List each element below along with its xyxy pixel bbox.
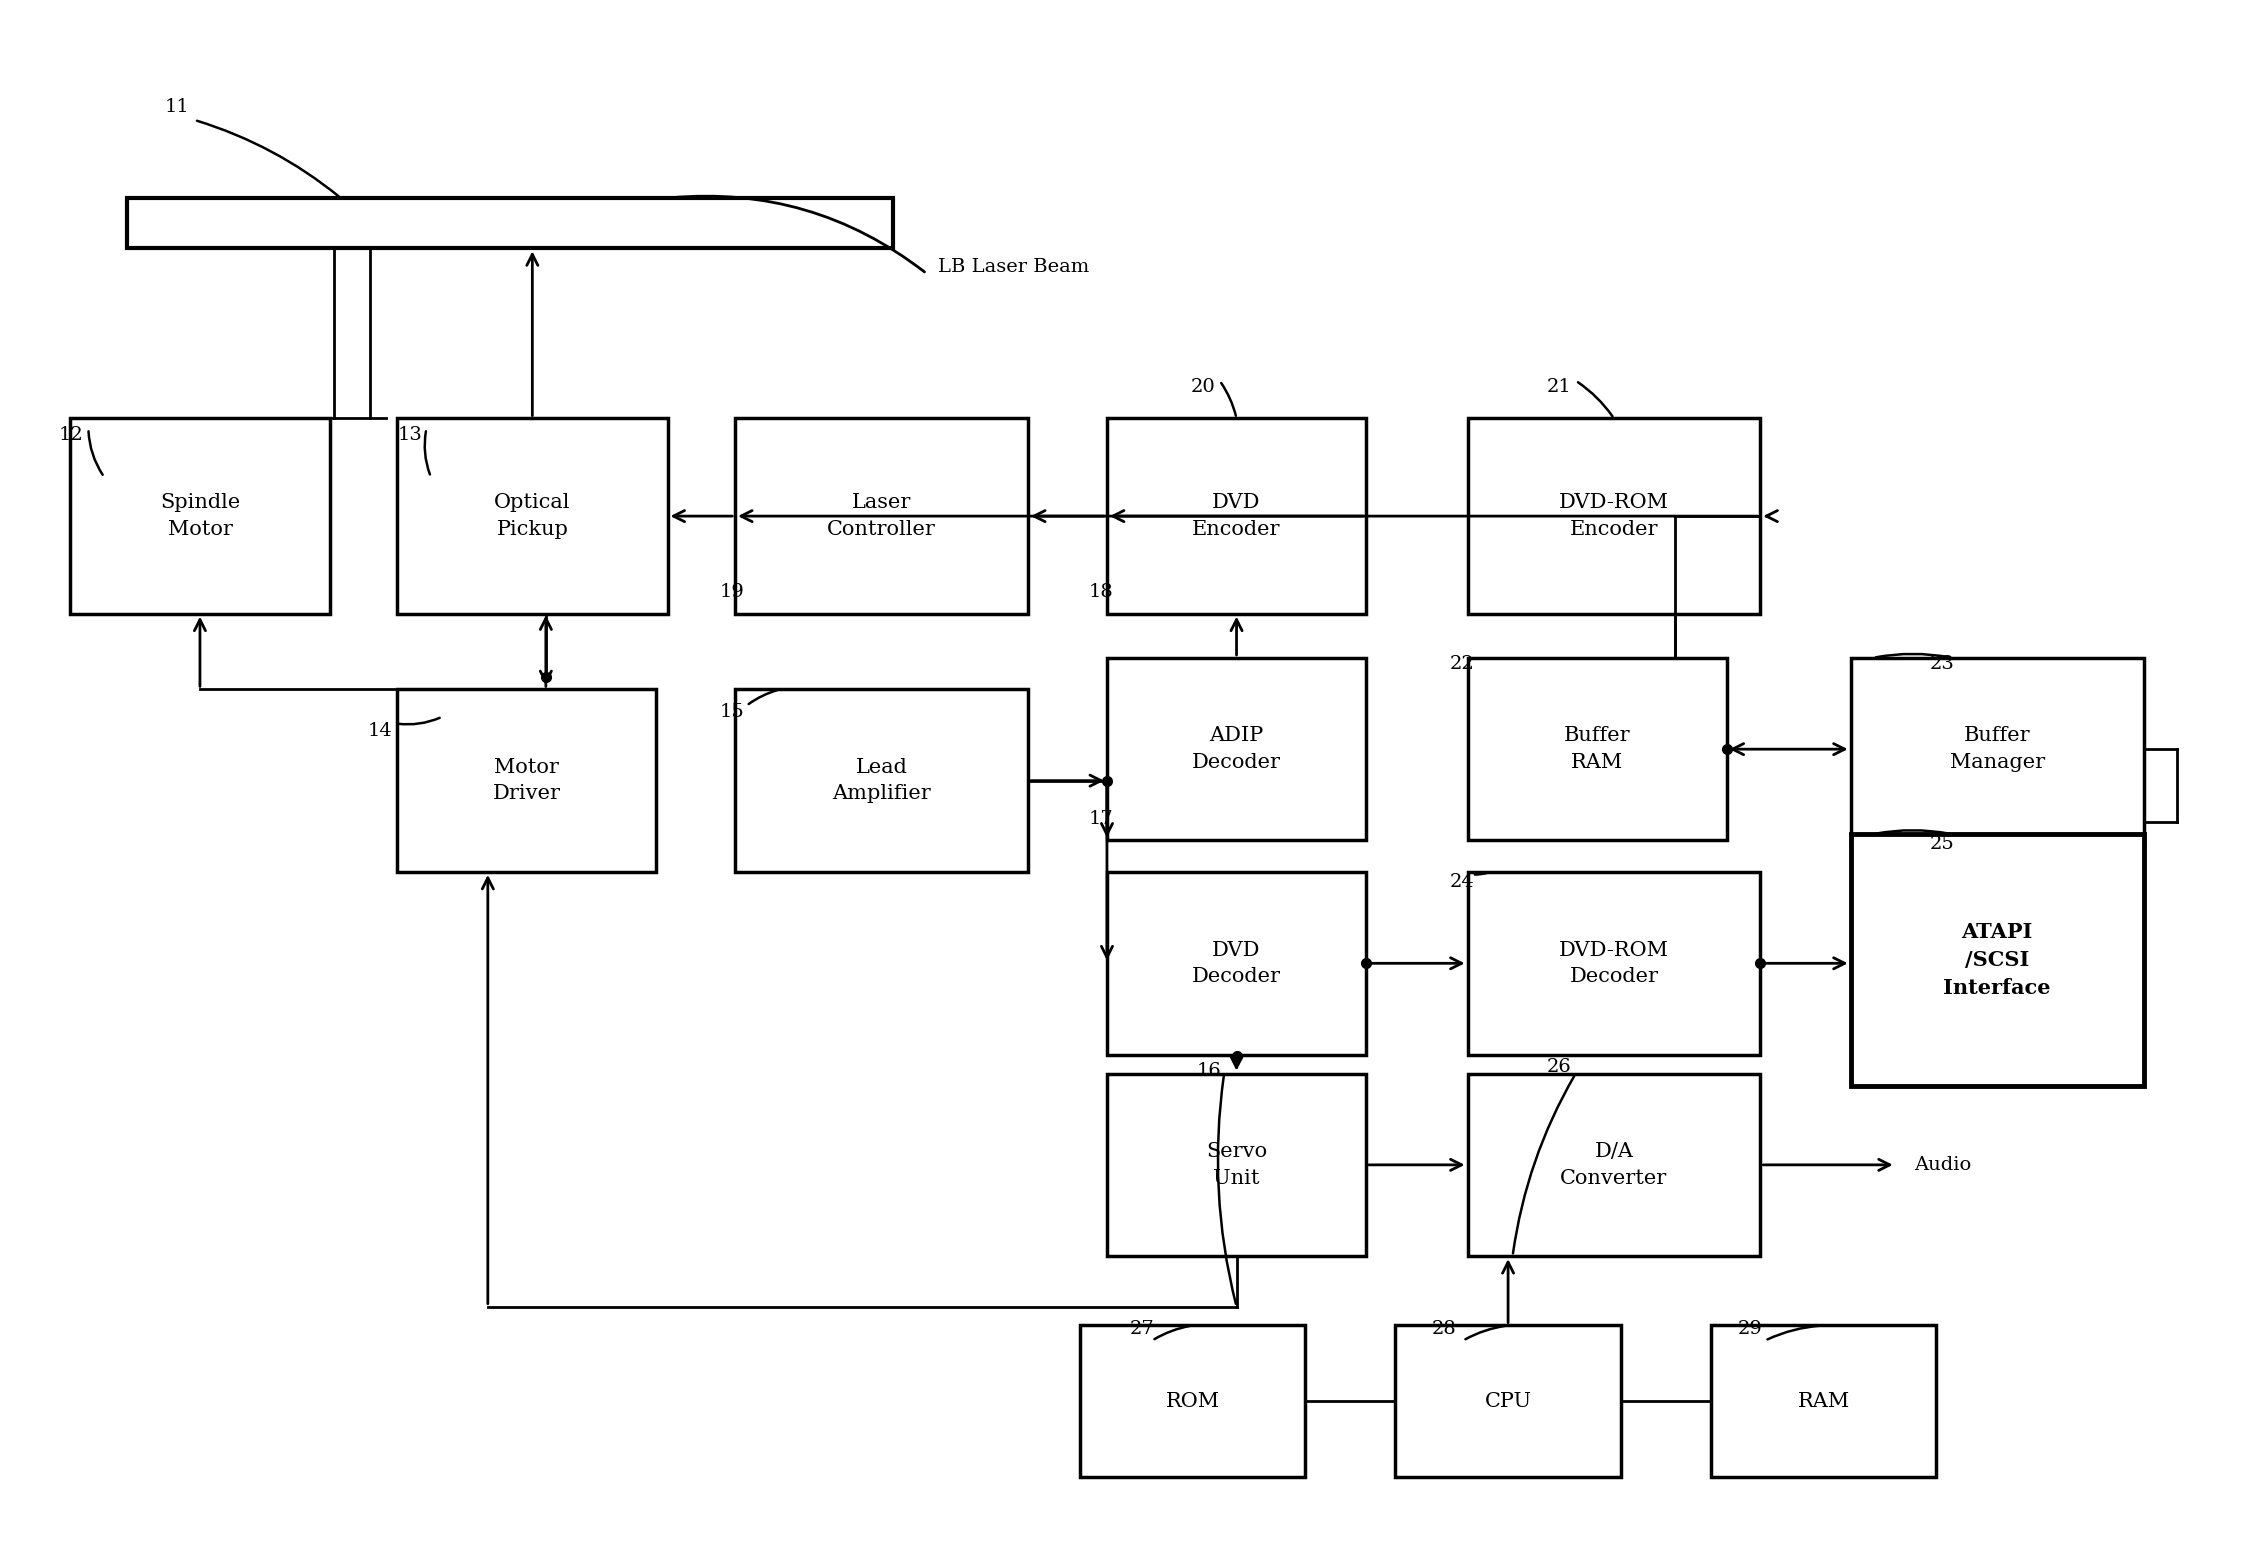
Bar bbox=[1468, 872, 1760, 1054]
Bar bbox=[1396, 1325, 1620, 1477]
Text: 29: 29 bbox=[1737, 1320, 1762, 1337]
Bar bbox=[1080, 1325, 1306, 1477]
Text: Servo
Unit: Servo Unit bbox=[1206, 1141, 1267, 1188]
Text: RAM: RAM bbox=[1798, 1392, 1850, 1410]
Text: 27: 27 bbox=[1130, 1320, 1154, 1337]
Bar bbox=[1468, 658, 1726, 841]
Text: 16: 16 bbox=[1197, 1062, 1222, 1079]
Bar bbox=[1468, 418, 1760, 614]
Bar bbox=[398, 418, 669, 614]
Text: ADIP
Decoder: ADIP Decoder bbox=[1193, 726, 1281, 771]
Text: 14: 14 bbox=[368, 722, 393, 740]
Text: Audio: Audio bbox=[1913, 1155, 1970, 1174]
Text: DVD
Decoder: DVD Decoder bbox=[1193, 941, 1281, 986]
Bar bbox=[1107, 658, 1367, 841]
Text: DVD-ROM
Decoder: DVD-ROM Decoder bbox=[1559, 941, 1669, 986]
Text: Motor
Driver: Motor Driver bbox=[492, 757, 560, 804]
Text: Buffer
Manager: Buffer Manager bbox=[1950, 726, 2044, 771]
Text: Spindle
Motor: Spindle Motor bbox=[160, 493, 239, 540]
Bar bbox=[734, 689, 1028, 872]
Text: DVD
Encoder: DVD Encoder bbox=[1193, 493, 1281, 540]
Text: 13: 13 bbox=[398, 426, 422, 443]
Text: 25: 25 bbox=[1929, 835, 1954, 854]
Bar bbox=[1107, 1073, 1367, 1256]
Text: 20: 20 bbox=[1190, 378, 1215, 397]
Text: 19: 19 bbox=[718, 583, 743, 602]
Text: 11: 11 bbox=[165, 98, 190, 117]
Bar bbox=[1107, 418, 1367, 614]
Text: ATAPI
/SCSI
Interface: ATAPI /SCSI Interface bbox=[1943, 922, 2051, 998]
Bar bbox=[1850, 833, 2144, 1085]
Text: Optical
Pickup: Optical Pickup bbox=[495, 493, 572, 540]
Text: 12: 12 bbox=[59, 426, 84, 443]
Text: 15: 15 bbox=[718, 703, 743, 722]
Text: 22: 22 bbox=[1450, 655, 1475, 673]
Text: Lead
Amplifier: Lead Amplifier bbox=[831, 757, 931, 804]
Bar bbox=[1468, 1073, 1760, 1256]
Bar bbox=[70, 418, 330, 614]
Text: LB Laser Beam: LB Laser Beam bbox=[937, 258, 1089, 277]
Bar bbox=[734, 418, 1028, 614]
Text: 18: 18 bbox=[1089, 583, 1114, 602]
Text: 23: 23 bbox=[1929, 655, 1954, 673]
Bar bbox=[127, 197, 892, 249]
Text: Buffer
RAM: Buffer RAM bbox=[1563, 726, 1631, 771]
Text: Laser
Controller: Laser Controller bbox=[827, 493, 935, 540]
Text: DVD-ROM
Encoder: DVD-ROM Encoder bbox=[1559, 493, 1669, 540]
Text: 21: 21 bbox=[1547, 378, 1572, 397]
Text: 26: 26 bbox=[1547, 1057, 1572, 1076]
Text: CPU: CPU bbox=[1484, 1392, 1532, 1410]
FancyArrowPatch shape bbox=[671, 196, 924, 272]
Text: D/A
Converter: D/A Converter bbox=[1561, 1141, 1667, 1188]
Bar bbox=[1710, 1325, 1936, 1477]
Text: 28: 28 bbox=[1432, 1320, 1457, 1337]
Bar bbox=[398, 689, 657, 872]
Text: 17: 17 bbox=[1089, 810, 1114, 827]
Bar bbox=[1107, 872, 1367, 1054]
Bar bbox=[1850, 658, 2144, 841]
Text: 24: 24 bbox=[1450, 872, 1475, 891]
Text: ROM: ROM bbox=[1166, 1392, 1220, 1410]
